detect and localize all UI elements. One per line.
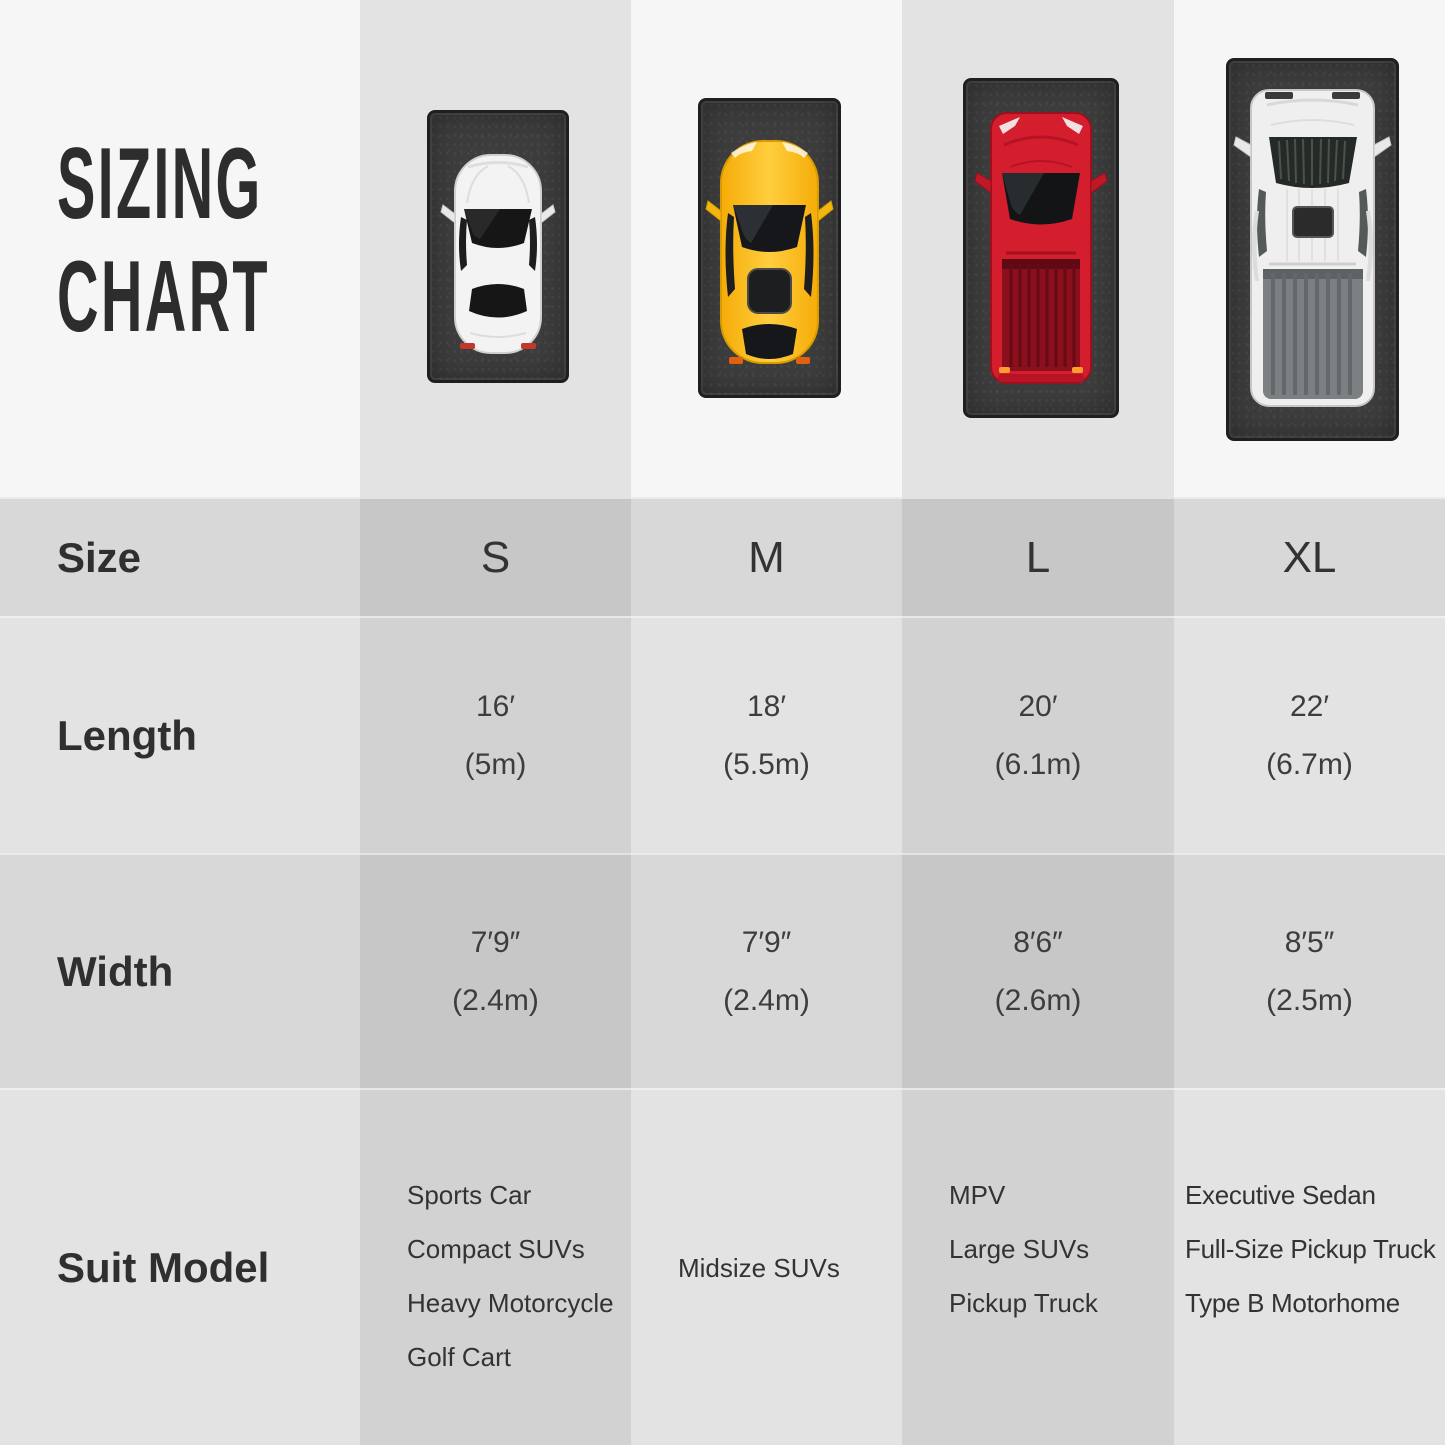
size-cell-xl: XL — [1174, 497, 1445, 616]
car-cell-s — [360, 0, 631, 497]
length-feet: 18′ — [747, 689, 786, 723]
suit-model-cell-m: Midsize SUVs — [631, 1088, 902, 1445]
width-meters: (2.4m) — [452, 983, 539, 1017]
yellow-sedan-top-view — [705, 140, 834, 364]
width-cell-l: 8′6″ (2.6m) — [902, 853, 1174, 1088]
suit-model-item: Executive Sedan — [1185, 1180, 1376, 1210]
width-cell-s: 7′9″ (2.4m) — [360, 853, 631, 1088]
size-cell-l: L — [902, 497, 1174, 616]
title-cell: SIZING CHART — [0, 0, 360, 497]
size-value-m: M — [748, 532, 785, 582]
size-value-s: S — [480, 532, 511, 582]
size-cell-m: M — [631, 497, 902, 616]
width-value-s: 7′9″ (2.4m) — [360, 855, 631, 1088]
title-line-1: SIZING — [57, 128, 263, 240]
car-cell-l — [902, 0, 1174, 497]
suit-model-cell-xl: Executive Sedan Full-Size Pickup Truck T… — [1174, 1088, 1445, 1445]
row-label-suit-model: Suit Model — [57, 1243, 270, 1291]
width-feet: 8′5″ — [1284, 925, 1335, 959]
parking-mat-xl — [1226, 58, 1399, 441]
width-meters: (2.6m) — [994, 983, 1082, 1017]
length-value-xl: 22′ (6.7m) — [1174, 618, 1445, 853]
title-line-2: CHART — [57, 241, 270, 353]
length-cell-m: 18′ (5.5m) — [631, 616, 902, 853]
width-meters: (2.4m) — [723, 983, 810, 1017]
suit-model-item: MPV — [949, 1180, 1006, 1210]
row-label-size: Size — [57, 533, 142, 581]
suit-model-item: Heavy Motorcycle — [407, 1288, 614, 1318]
width-cell-m: 7′9″ (2.4m) — [631, 853, 902, 1088]
length-cell-l: 20′ (6.1m) — [902, 616, 1174, 853]
size-value-l: L — [1025, 532, 1051, 582]
suit-model-item: Sports Car — [407, 1180, 532, 1210]
width-value-l: 8′6″ (2.6m) — [902, 855, 1174, 1088]
row-label-width: Width — [57, 947, 174, 995]
white-compact-car-top-view — [440, 154, 556, 354]
length-value-m: 18′ (5.5m) — [631, 618, 902, 853]
width-feet: 7′9″ — [470, 925, 521, 959]
suit-model-item: Golf Cart — [407, 1342, 512, 1372]
suit-model-item: Pickup Truck — [949, 1288, 1098, 1318]
page-title: SIZING CHART — [57, 128, 270, 354]
suit-model-item: Midsize SUVs — [678, 1252, 840, 1283]
parking-mat-s — [427, 110, 569, 383]
car-cell-m — [631, 0, 902, 497]
length-feet: 20′ — [1018, 689, 1058, 723]
suit-model-item: Type B Motorhome — [1185, 1288, 1400, 1318]
length-feet: 22′ — [1290, 689, 1329, 723]
width-value-m: 7′9″ (2.4m) — [631, 855, 902, 1088]
car-cell-xl — [1174, 0, 1445, 497]
suit-model-item: Full-Size Pickup Truck — [1185, 1234, 1436, 1264]
row-label-cell-size: Size — [0, 497, 360, 616]
width-value-xl: 8′5″ (2.5m) — [1174, 855, 1445, 1088]
size-cell-s: S — [360, 497, 631, 616]
length-cell-s: 16′ (5m) — [360, 616, 631, 853]
suit-model-item: Compact SUVs — [407, 1234, 585, 1264]
length-feet: 16′ — [476, 689, 515, 723]
length-meters: (5m) — [464, 747, 527, 781]
row-label-length: Length — [57, 711, 197, 759]
length-value-s: 16′ (5m) — [360, 618, 631, 853]
suit-model-cell-l: MPV Large SUVs Pickup Truck — [902, 1088, 1174, 1445]
parking-mat-m — [698, 98, 841, 398]
white-pickup-truck-top-view — [1233, 89, 1392, 407]
size-value-xl: XL — [1282, 532, 1337, 582]
suit-model-list-l: MPV Large SUVs Pickup Truck — [902, 1090, 1174, 1445]
length-meters: (6.7m) — [1266, 747, 1353, 781]
suit-model-item: Large SUVs — [949, 1234, 1090, 1264]
suit-model-list-xl: Executive Sedan Full-Size Pickup Truck T… — [1174, 1090, 1445, 1445]
suit-model-cell-s: Sports Car Compact SUVs Heavy Motorcycle… — [360, 1088, 631, 1445]
length-value-l: 20′ (6.1m) — [902, 618, 1174, 853]
red-pickup-truck-top-view — [974, 112, 1108, 384]
row-label-cell-suit-model: Suit Model — [0, 1088, 360, 1445]
width-feet: 7′9″ — [741, 925, 792, 959]
width-feet: 8′6″ — [1013, 925, 1063, 959]
length-cell-xl: 22′ (6.7m) — [1174, 616, 1445, 853]
length-meters: (5.5m) — [723, 747, 810, 781]
parking-mat-l — [963, 78, 1119, 418]
suit-model-list-m: Midsize SUVs — [631, 1090, 902, 1445]
row-label-cell-width: Width — [0, 853, 360, 1088]
length-meters: (6.1m) — [994, 747, 1082, 781]
width-cell-xl: 8′5″ (2.5m) — [1174, 853, 1445, 1088]
width-meters: (2.5m) — [1266, 983, 1353, 1017]
suit-model-list-s: Sports Car Compact SUVs Heavy Motorcycle… — [360, 1090, 631, 1445]
row-label-cell-length: Length — [0, 616, 360, 853]
